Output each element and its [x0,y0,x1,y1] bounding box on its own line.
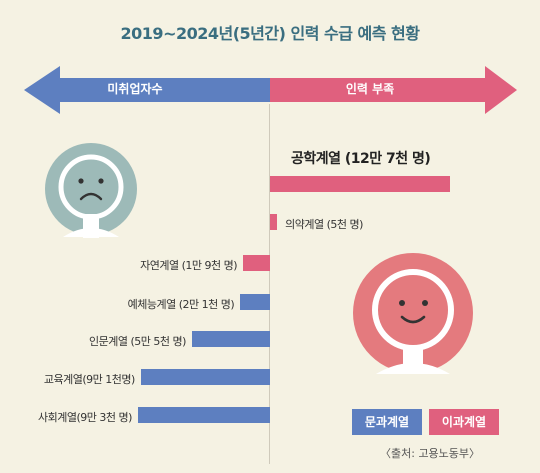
bar-label-2: 의약계열 (5천 명) [285,218,363,231]
bar-5 [191,331,270,347]
left-arrow-label: 미취업자수 [107,82,163,96]
bar-2 [270,214,278,230]
source-note: 〈출처: 고용노동부〉 [380,447,481,460]
center-axis [269,104,270,464]
bar-label-1: 공학계열 (12만 7천 명) [291,151,431,167]
bar-3 [243,255,270,271]
right-arrow-label: 인력 부족 [345,82,395,96]
bar-label-5: 인문계열 (5만 5천 명) [88,335,186,348]
legend-science: 이과계열 [429,409,499,435]
direction-arrows [24,66,517,114]
bar-4 [240,294,270,310]
bar-label-4: 예체능계열 (2만 1천 명) [127,298,235,311]
bar-6 [140,369,270,385]
bar-7 [137,407,270,423]
happy-face-icon [353,253,473,374]
chart-title: 2019~2024년(5년간) 인력 수급 예측 현황 [120,24,420,43]
right-arrow [270,66,517,114]
bar-label-6: 교육계열(9만 1천명) [43,373,135,386]
bar-label-7: 사회계열(9만 3천 명) [38,411,132,424]
bar-label-3: 자연계열 (1만 9천 명) [140,259,238,272]
sad-face-icon [45,143,137,238]
legend-liberal: 문과계열 [352,409,422,435]
bar-1 [270,176,451,192]
left-arrow [24,66,270,114]
